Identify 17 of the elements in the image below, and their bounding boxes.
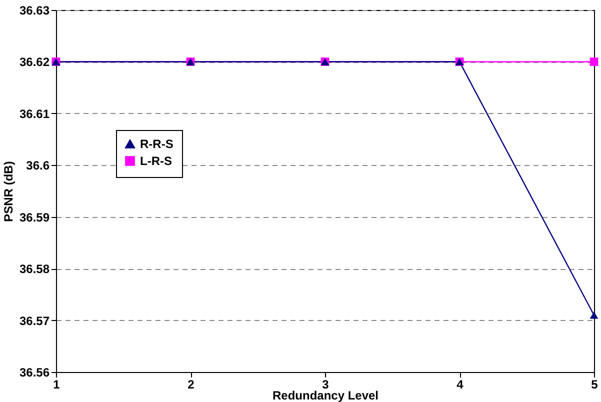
y-tick-label: 36.57 (19, 314, 50, 328)
x-tick-label: 1 (53, 378, 60, 392)
x-tick-label: 4 (456, 378, 464, 392)
y-tick-label: 36.59 (19, 210, 50, 224)
y-tick-label: 36.63 (19, 4, 50, 18)
x-tick-label: 5 (591, 378, 598, 392)
legend-label: L-R-S (140, 154, 172, 168)
y-tick-label: 36.61 (19, 106, 50, 121)
y-tick-label: 36.6 (26, 158, 50, 173)
y-tick-label: 36.58 (19, 262, 50, 276)
x-tick-label: 2 (188, 378, 195, 392)
x-tick-label: 3 (322, 378, 330, 392)
legend-label: R-R-S (140, 137, 174, 151)
x-axis-title: Redundancy Level (272, 388, 379, 402)
y-axis-title: PSNR (dB) (1, 161, 16, 222)
y-tick-label: 36.56 (19, 366, 50, 380)
y-tick-label: 36.62 (19, 55, 50, 70)
